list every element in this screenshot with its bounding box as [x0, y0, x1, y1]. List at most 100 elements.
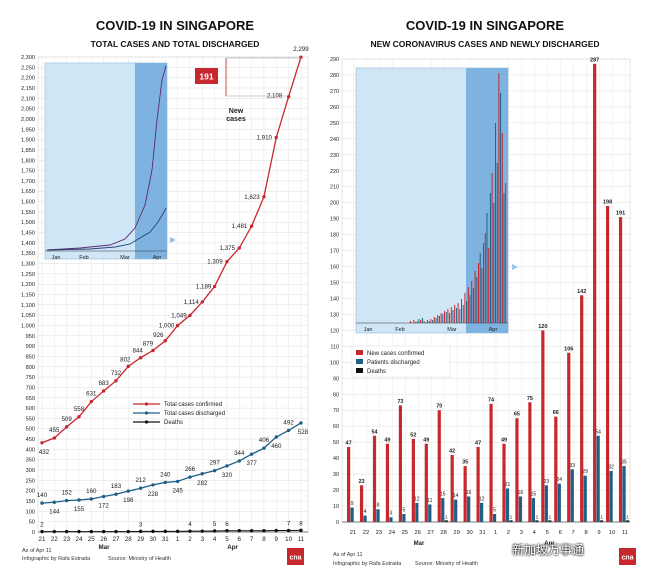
- left-point: [175, 529, 180, 534]
- right-inset-month-label: Apr: [489, 327, 498, 333]
- right-chart-title: COVID-19 IN SINGAPORE: [406, 18, 565, 33]
- right-discharged-label: 4: [364, 509, 367, 515]
- left-point: [64, 425, 69, 429]
- left-point: [89, 497, 94, 501]
- right-bar: [570, 469, 574, 522]
- right-bar: [593, 63, 597, 523]
- right-confirmed-label: 54: [371, 429, 378, 435]
- right-bar: [463, 466, 467, 522]
- right-death-label: 1: [445, 514, 448, 520]
- right-bar: [415, 502, 419, 522]
- right-chart-subtitle: NEW CORONAVIRUS CASES AND NEWLY DISCHARG…: [370, 39, 599, 49]
- left-point: [40, 529, 44, 534]
- right-legend-label: Deaths: [367, 369, 386, 375]
- right-y-tick-label: 10: [333, 504, 339, 510]
- left-confirmed-label: 509: [61, 416, 72, 423]
- right-inset-bar: [476, 277, 478, 323]
- right-bar: [502, 443, 506, 522]
- left-series-line-1: [41, 422, 302, 504]
- left-y-tick-label: 1,200: [21, 282, 35, 288]
- left-footer-date: As of Apr 11: [22, 548, 52, 554]
- right-bar: [476, 446, 480, 522]
- right-bar: [535, 520, 539, 522]
- left-y-tick-label: 1,600: [21, 200, 35, 206]
- left-point: [151, 529, 155, 534]
- left-death-label: 7: [287, 521, 291, 528]
- left-point: [286, 528, 291, 533]
- left-inset-month-label: Jan: [52, 255, 61, 261]
- right-inset-bar: [438, 316, 440, 323]
- left-legend-label: Deaths: [164, 420, 183, 426]
- right-y-tick-label: 140: [330, 296, 339, 302]
- right-legend-label: New cases confirmed: [367, 351, 424, 357]
- left-discharged-label: 320: [222, 472, 233, 479]
- left-x-tick-label: 5: [225, 536, 229, 543]
- left-discharged-label: 492: [283, 419, 294, 426]
- right-x-tick-label: 25: [402, 530, 408, 536]
- left-point: [188, 529, 192, 533]
- right-inset-month-label: Jan: [364, 327, 373, 333]
- right-legend: New cases confirmed Patients discharged De…: [351, 345, 451, 378]
- left-y-tick-label: 1,450: [21, 231, 35, 237]
- right-bar: [385, 443, 390, 522]
- left-point: [286, 428, 291, 433]
- left-point: [286, 94, 291, 99]
- right-inset-bar: [449, 313, 451, 323]
- right-bar: [347, 446, 351, 522]
- right-bar: [376, 509, 380, 522]
- right-confirmed-label: 42: [449, 448, 455, 454]
- left-logo-text: cna: [289, 555, 301, 562]
- left-y-tick-label: 2,100: [21, 96, 35, 102]
- left-point: [151, 348, 155, 353]
- left-y-tick-label: 100: [26, 509, 35, 515]
- left-callout-label: New: [229, 108, 244, 115]
- left-point: [212, 284, 217, 289]
- left-inset: Jan Feb Mar Apr: [44, 62, 176, 261]
- left-y-tick-label: 1,000: [21, 323, 35, 329]
- right-confirmed-label: 65: [514, 412, 520, 418]
- right-y-tick-label: 160: [330, 265, 339, 271]
- left-legend-label: Total cases discharged: [164, 411, 225, 417]
- left-point: [64, 498, 69, 503]
- left-callout-label: cases: [226, 116, 246, 123]
- watermark: 新加坡万事通: [512, 543, 585, 557]
- right-inset-bar: [442, 314, 444, 323]
- right-x-tick-label: 23: [376, 530, 382, 536]
- left-point: [114, 379, 118, 383]
- left-confirmed-label: 802: [120, 356, 131, 363]
- left-y-tick-label: 1,800: [21, 158, 35, 164]
- left-point: [163, 480, 167, 485]
- left-chart-subtitle: TOTAL CASES AND TOTAL DISCHARGED: [91, 39, 260, 49]
- left-point: [64, 529, 69, 534]
- right-confirmed-label: 74: [488, 397, 495, 403]
- right-x-tick-label: 4: [533, 530, 537, 536]
- right-discharged-label: 54: [595, 429, 601, 435]
- left-footer-credit: Infographic by Rafa Estrada: [22, 556, 91, 562]
- left-point: [262, 195, 266, 199]
- right-x-tick-label: 24: [389, 530, 396, 536]
- right-inset-bar: [479, 253, 481, 323]
- right-y-tick-label: 200: [330, 201, 339, 207]
- left-discharged-label: 172: [98, 502, 109, 509]
- left-point: [212, 468, 217, 473]
- right-inset-month-label: Feb: [395, 327, 404, 333]
- left-discharged-label: 155: [74, 506, 85, 513]
- right-inset-bar: [410, 321, 411, 323]
- left-inset-month-label: Mar: [120, 255, 130, 261]
- left-point: [126, 529, 131, 534]
- left-confirmed-label: 1,049: [171, 312, 187, 319]
- left-y-tick-label: 250: [26, 478, 35, 484]
- left-x-tick-label: 24: [76, 536, 83, 543]
- right-confirmed-label: 106: [564, 346, 573, 352]
- right-inset-bar: [483, 243, 485, 323]
- right-legend-swatch: [356, 350, 363, 355]
- right-x-group-label: Apr: [544, 541, 555, 547]
- right-inset-bar: [437, 315, 439, 323]
- right-cna-logo: cna: [619, 548, 636, 565]
- left-x-tick-label: 11: [298, 536, 305, 543]
- right-inset-bar: [457, 303, 459, 323]
- left-x-tick-label: 23: [63, 536, 70, 543]
- right-inset-bar: [433, 317, 435, 323]
- left-x-tick-label: 7: [250, 536, 254, 543]
